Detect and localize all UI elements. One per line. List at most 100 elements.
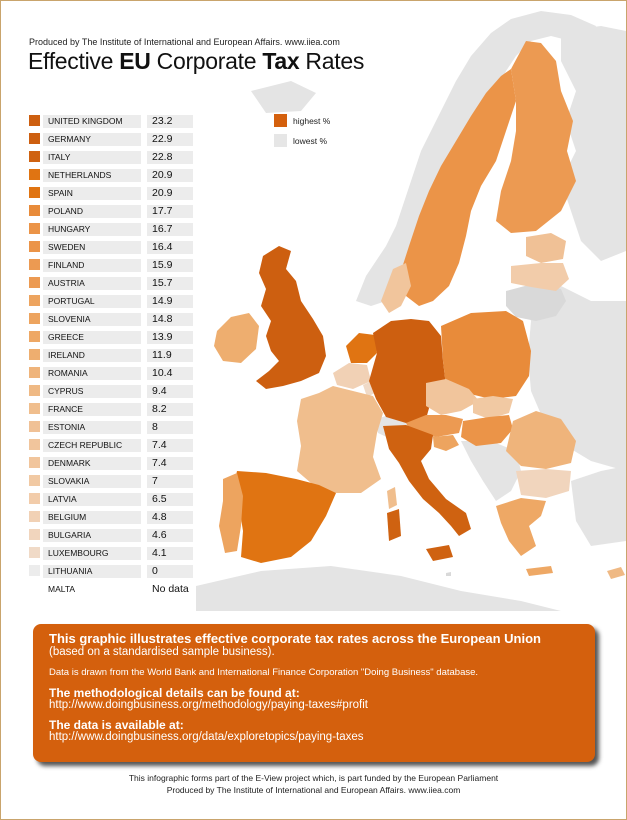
map-finland bbox=[496, 41, 576, 233]
color-swatch bbox=[29, 241, 40, 252]
tax-rate-value: 6.5 bbox=[147, 493, 193, 506]
country-name: FRANCE bbox=[43, 403, 141, 416]
tax-rate-value: 22.8 bbox=[147, 151, 193, 164]
footer-funding: This infographic forms part of the E-Vie… bbox=[128, 773, 499, 783]
color-swatch bbox=[29, 565, 40, 576]
map-italy bbox=[383, 425, 471, 536]
data-link[interactable]: http://www.doingbusiness.org/data/explor… bbox=[49, 731, 364, 743]
map-united-kingdom bbox=[256, 246, 326, 389]
tax-rate-value: 16.7 bbox=[147, 223, 193, 236]
country-name: LATVIA bbox=[43, 493, 141, 506]
legend-lowest-swatch bbox=[274, 134, 287, 147]
map-romania bbox=[506, 411, 576, 469]
country-name: MALTA bbox=[43, 583, 141, 596]
table-row: UNITED KINGDOM 23.2 bbox=[29, 113, 199, 131]
table-row: MALTA No data bbox=[29, 581, 199, 599]
table-row: SWEDEN 16.4 bbox=[29, 239, 199, 257]
country-name: SPAIN bbox=[43, 187, 141, 200]
page-title: Effective EU Corporate Tax Rates bbox=[28, 48, 364, 75]
country-name: FINLAND bbox=[43, 259, 141, 272]
color-swatch bbox=[29, 493, 40, 504]
country-name: IRELAND bbox=[43, 349, 141, 362]
country-name: AUSTRIA bbox=[43, 277, 141, 290]
country-name: ITALY bbox=[43, 151, 141, 164]
table-row: IRELAND 11.9 bbox=[29, 347, 199, 365]
tax-rate-value: 8 bbox=[147, 421, 193, 434]
tax-rate-value: 16.4 bbox=[147, 241, 193, 254]
tax-rate-value: 14.9 bbox=[147, 295, 193, 308]
country-name: ROMANIA bbox=[43, 367, 141, 380]
title-part: Corporate bbox=[150, 48, 263, 74]
info-source: Data is drawn from the World Bank and In… bbox=[49, 667, 479, 678]
tax-rate-value: 22.9 bbox=[147, 133, 193, 146]
map-malta bbox=[446, 572, 451, 576]
color-swatch bbox=[29, 529, 40, 540]
country-name: BULGARIA bbox=[43, 529, 141, 542]
map-hungary bbox=[461, 415, 513, 446]
tax-rate-value: No data bbox=[147, 583, 193, 596]
color-swatch bbox=[29, 223, 40, 234]
country-name: CYPRUS bbox=[43, 385, 141, 398]
legend-lowest-label: lowest % bbox=[293, 136, 328, 146]
map-spain bbox=[233, 471, 336, 563]
color-swatch bbox=[29, 439, 40, 450]
tax-rate-value: 4.6 bbox=[147, 529, 193, 542]
table-row: HUNGARY 16.7 bbox=[29, 221, 199, 239]
country-name: DENMARK bbox=[43, 457, 141, 470]
table-row: ESTONIA 8 bbox=[29, 419, 199, 437]
europe-map bbox=[196, 11, 626, 611]
country-name: SLOVAKIA bbox=[43, 475, 141, 488]
russia-east-land bbox=[561, 26, 626, 261]
lithuania-land bbox=[506, 283, 566, 321]
map-sardinia bbox=[387, 509, 401, 541]
color-swatch bbox=[29, 151, 40, 162]
map-crete bbox=[526, 566, 553, 576]
tax-rate-value: 17.7 bbox=[147, 205, 193, 218]
table-row: CZECH REPUBLIC 7.4 bbox=[29, 437, 199, 455]
map-latvia bbox=[511, 263, 569, 291]
color-swatch bbox=[29, 187, 40, 198]
country-name: GREECE bbox=[43, 331, 141, 344]
footer-producer: Produced by The Institute of Internation… bbox=[166, 785, 461, 795]
title-part: Effective bbox=[28, 48, 120, 74]
tax-rate-value: 20.9 bbox=[147, 169, 193, 182]
color-swatch bbox=[29, 313, 40, 324]
iceland-land bbox=[251, 81, 316, 113]
color-swatch bbox=[29, 205, 40, 216]
color-swatch bbox=[29, 511, 40, 522]
tax-rate-value: 8.2 bbox=[147, 403, 193, 416]
tax-rate-table: UNITED KINGDOM 23.2 GERMANY 22.9 ITALY 22.8 NE… bbox=[29, 113, 199, 599]
map-belgium bbox=[333, 363, 371, 389]
methodology-link[interactable]: http://www.doingbusiness.org/methodology… bbox=[49, 699, 368, 711]
country-name: BELGIUM bbox=[43, 511, 141, 524]
color-swatch bbox=[29, 475, 40, 486]
map-france bbox=[297, 386, 383, 493]
map-sweden bbox=[401, 69, 516, 306]
color-swatch bbox=[29, 115, 40, 126]
table-row: LITHUANIA 0 bbox=[29, 563, 199, 581]
tax-rate-value: 13.9 bbox=[147, 331, 193, 344]
table-row: POLAND 17.7 bbox=[29, 203, 199, 221]
color-swatch bbox=[29, 583, 40, 594]
map-estonia bbox=[526, 233, 566, 263]
color-swatch bbox=[29, 133, 40, 144]
info-subline: (based on a standardised sample business… bbox=[49, 646, 275, 658]
color-swatch bbox=[29, 367, 40, 378]
color-swatch bbox=[29, 277, 40, 288]
table-row: ROMANIA 10.4 bbox=[29, 365, 199, 383]
tax-rate-value: 15.7 bbox=[147, 277, 193, 290]
color-swatch bbox=[29, 169, 40, 180]
color-swatch bbox=[29, 403, 40, 414]
info-box: This graphic illustrates effective corpo… bbox=[33, 624, 595, 762]
legend-highest-label: highest % bbox=[293, 116, 331, 126]
north-africa-land bbox=[196, 566, 561, 611]
title-part-bold: EU bbox=[119, 48, 151, 74]
tax-rate-value: 15.9 bbox=[147, 259, 193, 272]
turkey-land bbox=[571, 466, 626, 546]
country-name: LITHUANIA bbox=[43, 565, 141, 578]
tax-rate-value: 10.4 bbox=[147, 367, 193, 380]
map-denmark bbox=[381, 263, 411, 313]
table-row: LUXEMBOURG 4.1 bbox=[29, 545, 199, 563]
methodology-heading: The methodological details can be found … bbox=[49, 686, 300, 700]
table-row: AUSTRIA 15.7 bbox=[29, 275, 199, 293]
